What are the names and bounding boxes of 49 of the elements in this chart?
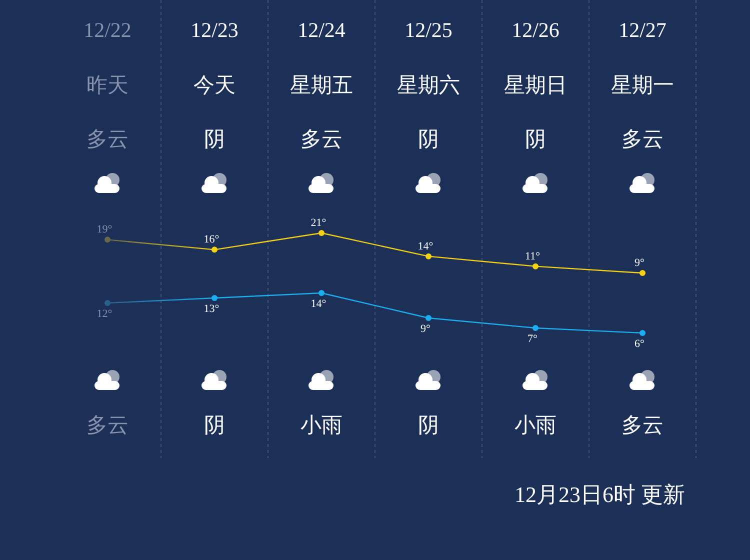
point bbox=[426, 315, 432, 321]
text: 星期五 bbox=[290, 73, 353, 97]
data-label: 6° bbox=[634, 338, 644, 350]
text: 小雨 bbox=[300, 413, 342, 437]
text: 昨天 bbox=[86, 73, 128, 97]
data-label: 14° bbox=[310, 298, 326, 310]
point bbox=[212, 246, 218, 253]
point bbox=[104, 300, 110, 306]
point bbox=[318, 230, 324, 236]
text: 多云 bbox=[300, 127, 342, 151]
point bbox=[104, 236, 110, 243]
data-label: 13° bbox=[204, 303, 220, 315]
text: 多云 bbox=[86, 413, 128, 437]
text: 阴 bbox=[418, 413, 439, 437]
point bbox=[212, 295, 218, 301]
text: 小雨 bbox=[514, 413, 556, 437]
x-tick-label: 12/23 bbox=[190, 18, 238, 42]
point bbox=[318, 290, 324, 296]
point bbox=[640, 270, 646, 276]
data-label: 16° bbox=[204, 234, 220, 246]
text: 阴 bbox=[204, 413, 225, 437]
x-tick-label: 12/26 bbox=[512, 18, 560, 42]
x-tick-label: 12/27 bbox=[618, 18, 666, 42]
x-tick-label: 12/22 bbox=[84, 18, 132, 42]
point bbox=[640, 330, 646, 336]
data-label: 12° bbox=[96, 308, 112, 320]
point bbox=[532, 263, 538, 270]
data-label: 21° bbox=[310, 217, 326, 229]
data-label: 9° bbox=[420, 323, 430, 335]
text: 星期日 bbox=[504, 73, 567, 97]
text: 今天 bbox=[194, 73, 236, 97]
text: 阴 bbox=[418, 127, 439, 151]
data-label: 7° bbox=[528, 333, 538, 345]
text: 12月23日6时 更新 bbox=[514, 482, 685, 507]
data-label: 19° bbox=[96, 224, 112, 236]
data-label: 11° bbox=[525, 250, 540, 262]
point bbox=[532, 325, 538, 331]
text: 星期六 bbox=[397, 73, 460, 97]
data-label: 9° bbox=[634, 257, 644, 269]
text: 阴 bbox=[204, 127, 225, 151]
point bbox=[426, 253, 432, 260]
text: 阴 bbox=[525, 127, 546, 151]
x-tick-label: 12/24 bbox=[298, 18, 346, 42]
text: 星期一 bbox=[611, 73, 674, 97]
text: 多云 bbox=[86, 127, 128, 151]
text: 多云 bbox=[622, 127, 664, 151]
x-tick-label: 12/25 bbox=[404, 18, 452, 42]
text: 多云 bbox=[622, 413, 664, 437]
data-label: 14° bbox=[418, 240, 434, 252]
